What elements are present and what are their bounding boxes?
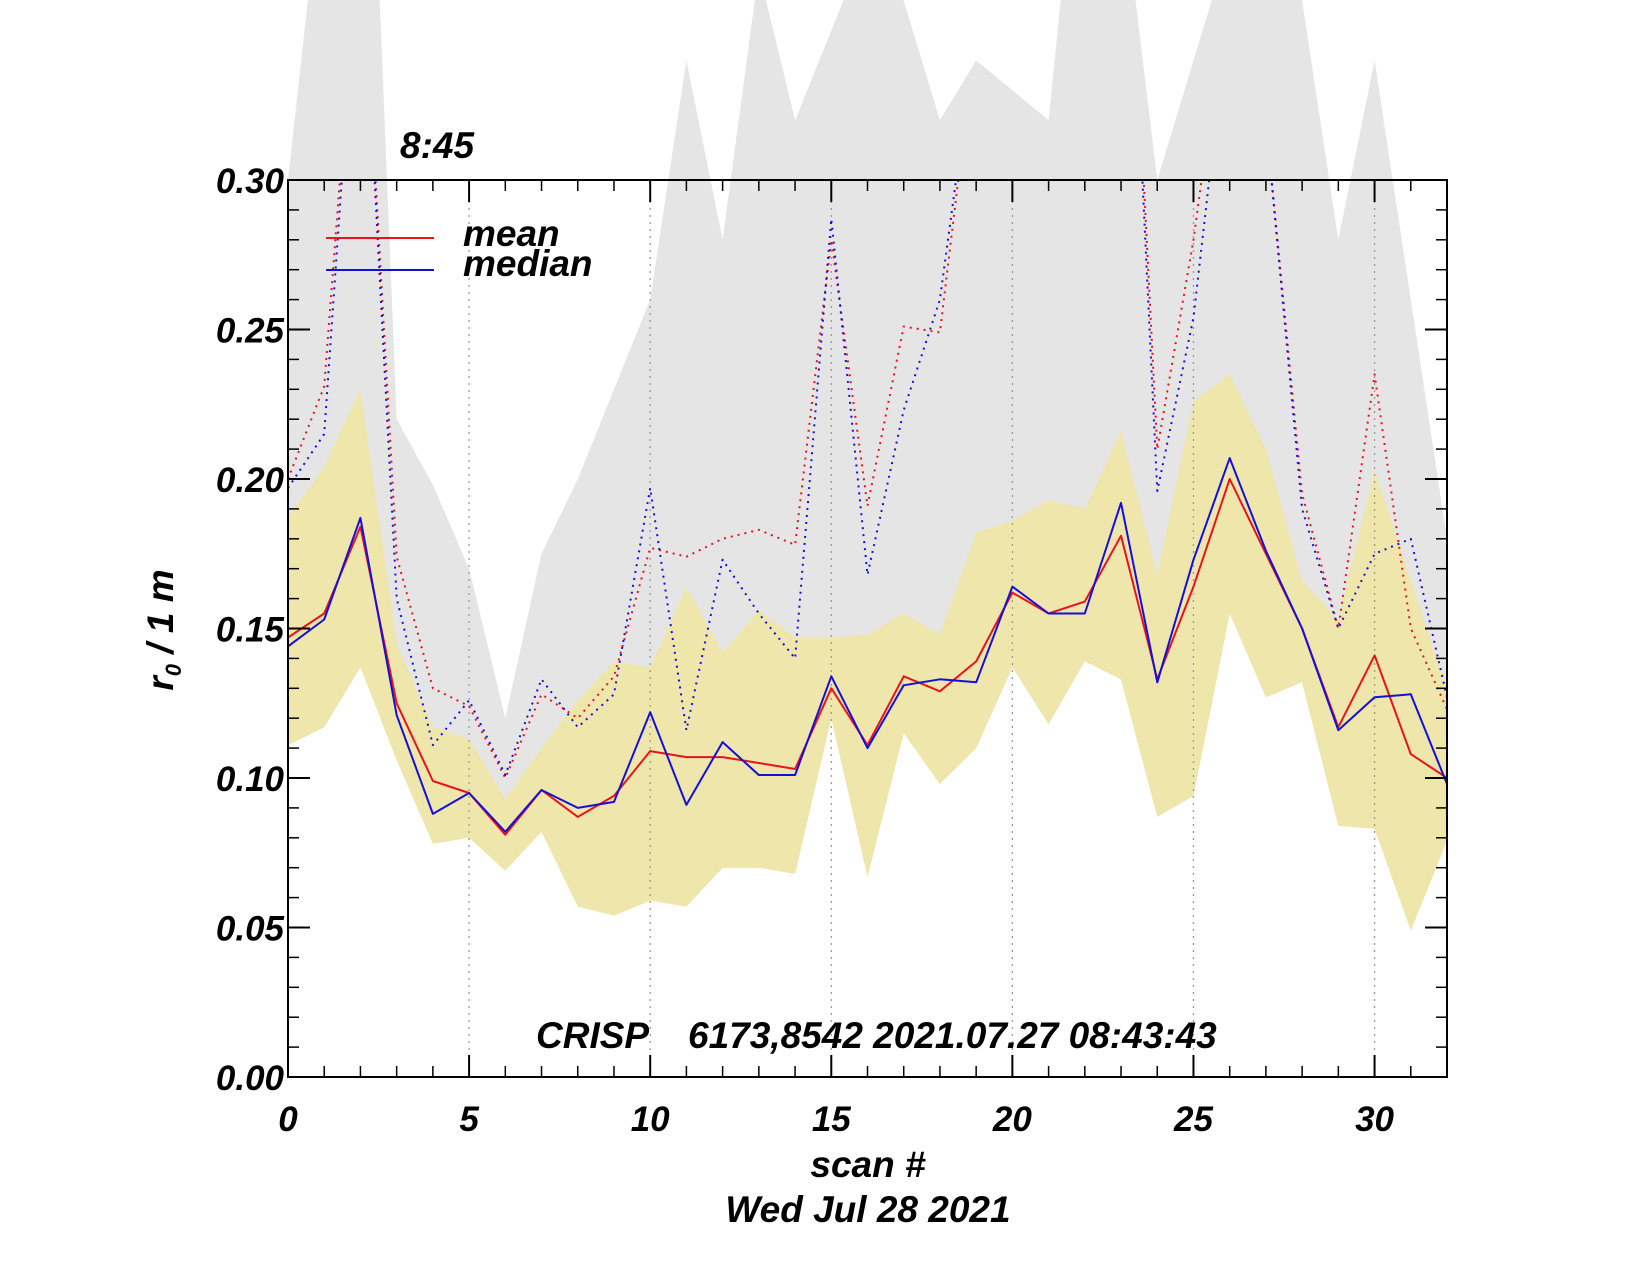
legend: mean median	[326, 213, 593, 284]
y-tick-label: 0.10	[216, 760, 285, 799]
annotation-info: 6173,8542 2021.07.27 08:43:43	[688, 1015, 1217, 1056]
date-label: Wed Jul 28 2021	[725, 1189, 1010, 1230]
y-tick-label: 0.15	[216, 611, 285, 650]
x-tick-label: 20	[992, 1100, 1032, 1139]
median-line	[288, 457, 1447, 833]
y-tick-labels: 0.00 0.05 0.10 0.15 0.20 0.25 0.30	[216, 162, 285, 1098]
x-tick-label: 25	[1173, 1100, 1213, 1139]
series-lines	[288, 180, 1447, 836]
time-label: 8:45	[400, 125, 475, 166]
vertical-gridlines	[468, 180, 1376, 1077]
legend-median-label: median	[463, 243, 593, 284]
x-tick-label: 0	[278, 1100, 298, 1139]
plot-area	[287, 0, 1448, 1078]
x-tick-label: 5	[459, 1100, 479, 1139]
y-axis-title-rest: / 1 m	[140, 569, 181, 664]
x-axis-title: scan #	[810, 1144, 926, 1185]
x-tick-labels: 0 5 10 15 20 25 30	[278, 1100, 1394, 1139]
y-tick-label: 0.00	[216, 1059, 285, 1098]
y-axis-title-sub: 0	[161, 663, 186, 676]
yellow-band-area	[288, 374, 1447, 931]
y-tick-label: 0.30	[216, 162, 285, 201]
x-tick-label: 15	[812, 1100, 851, 1139]
y-tick-label: 0.05	[216, 910, 285, 949]
axis-ticks	[287, 179, 1448, 1078]
mean-spread-band	[288, 374, 1447, 931]
x-tick-label: 30	[1355, 1100, 1394, 1139]
y-tick-label: 0.20	[216, 461, 285, 500]
legend-mean-label: mean	[463, 213, 560, 254]
y-axis-title-main: r	[140, 674, 181, 691]
y-axis-title: r0 / 1 m	[140, 569, 186, 690]
y-tick-label: 0.25	[216, 312, 285, 351]
x-tick-label: 10	[631, 1100, 670, 1139]
annotation-instrument: CRISP	[536, 1015, 649, 1056]
